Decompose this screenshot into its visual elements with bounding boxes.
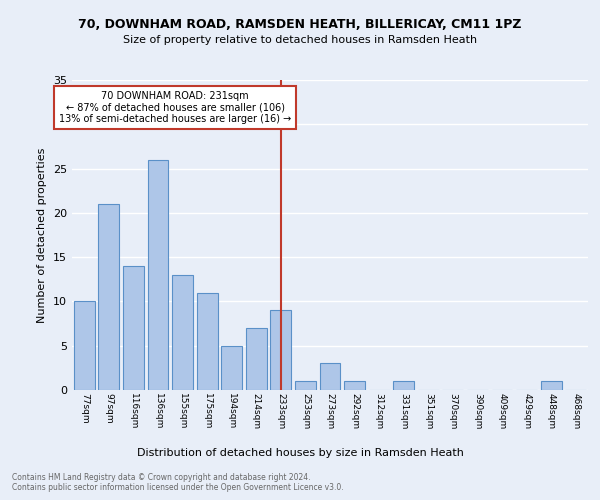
Text: Size of property relative to detached houses in Ramsden Heath: Size of property relative to detached ho… xyxy=(123,35,477,45)
Bar xyxy=(295,381,316,390)
Bar xyxy=(148,160,169,390)
Text: 70 DOWNHAM ROAD: 231sqm
← 87% of detached houses are smaller (106)
13% of semi-d: 70 DOWNHAM ROAD: 231sqm ← 87% of detache… xyxy=(59,90,292,124)
Bar xyxy=(271,310,292,390)
Bar xyxy=(98,204,119,390)
Bar xyxy=(320,364,340,390)
Bar xyxy=(172,275,193,390)
Bar xyxy=(393,381,414,390)
Bar xyxy=(246,328,267,390)
Bar xyxy=(541,381,562,390)
Bar xyxy=(221,346,242,390)
Text: 70, DOWNHAM ROAD, RAMSDEN HEATH, BILLERICAY, CM11 1PZ: 70, DOWNHAM ROAD, RAMSDEN HEATH, BILLERI… xyxy=(78,18,522,30)
Text: Contains public sector information licensed under the Open Government Licence v3: Contains public sector information licen… xyxy=(12,484,344,492)
Bar xyxy=(344,381,365,390)
Bar xyxy=(123,266,144,390)
Y-axis label: Number of detached properties: Number of detached properties xyxy=(37,148,47,322)
Text: Distribution of detached houses by size in Ramsden Heath: Distribution of detached houses by size … xyxy=(137,448,463,458)
Bar xyxy=(197,292,218,390)
Text: Contains HM Land Registry data © Crown copyright and database right 2024.: Contains HM Land Registry data © Crown c… xyxy=(12,472,311,482)
Bar xyxy=(74,302,95,390)
